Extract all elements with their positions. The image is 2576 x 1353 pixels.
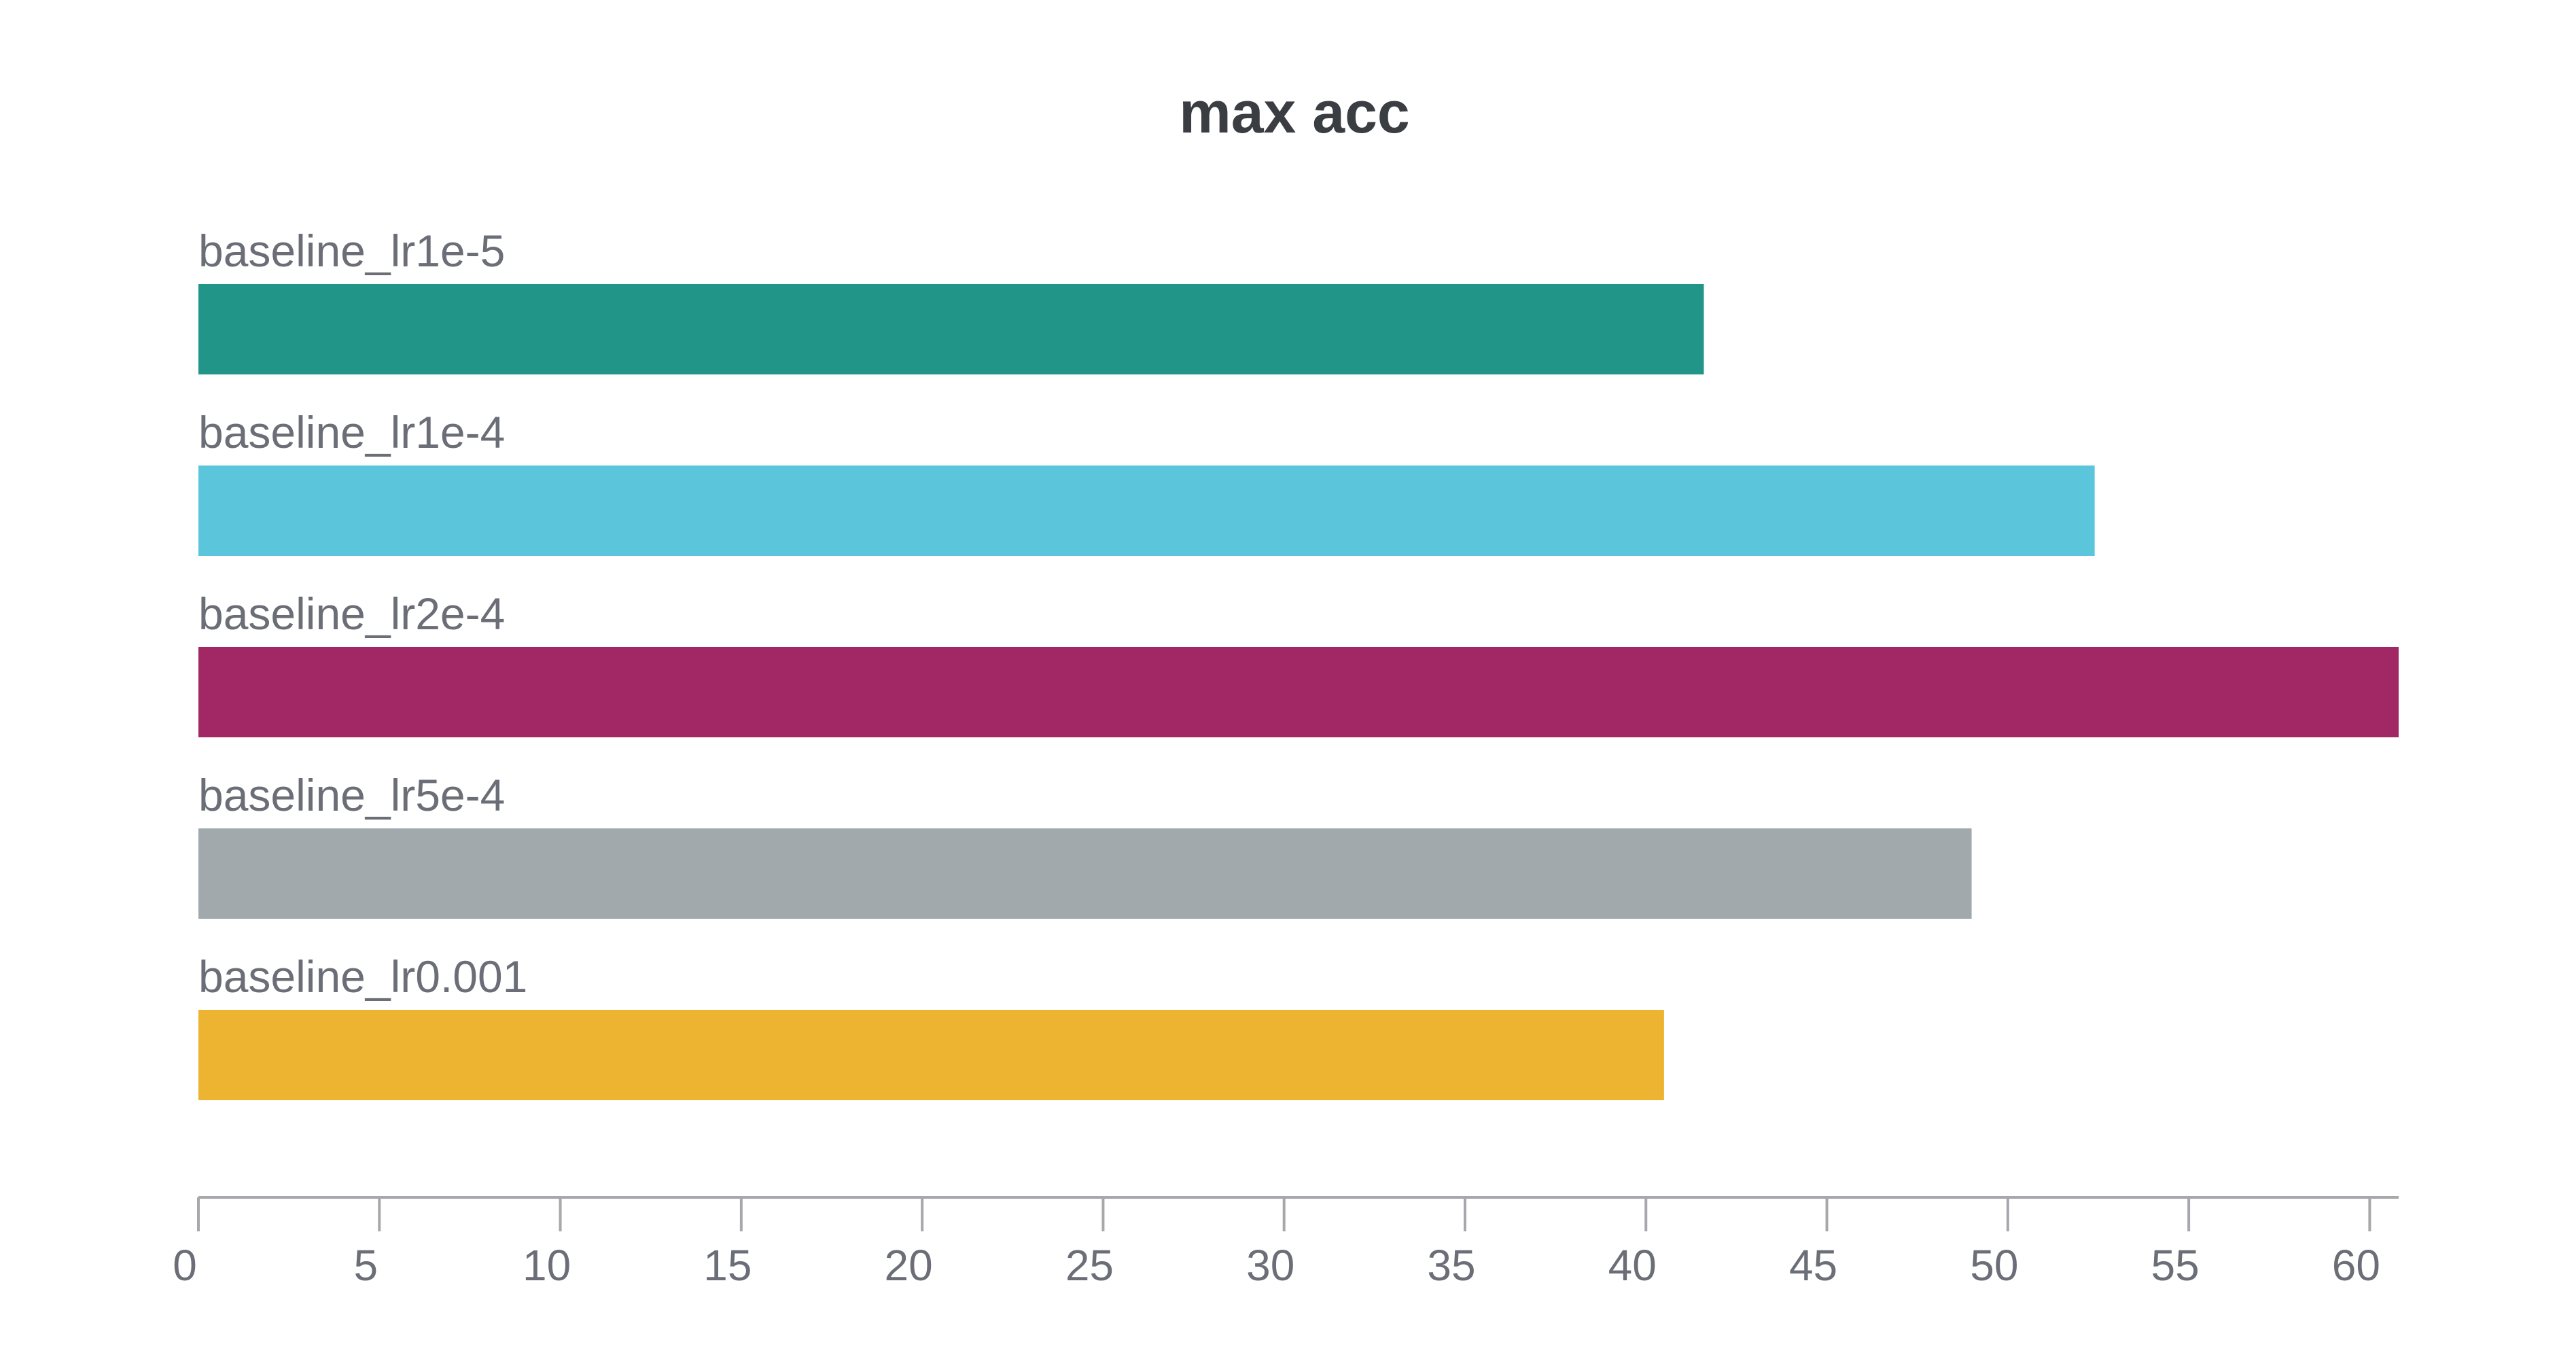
bar-baseline_lr2e-4[interactable] [198, 647, 2399, 737]
x-tick-label: 5 [353, 1241, 378, 1290]
bar-label: baseline_lr2e-4 [198, 588, 505, 639]
bar-label: baseline_lr5e-4 [198, 770, 505, 820]
x-tick-label: 35 [1427, 1241, 1475, 1290]
x-tick-label: 40 [1608, 1241, 1657, 1290]
x-tick-label: 25 [1065, 1241, 1114, 1290]
bars-layer: baseline_lr1e-5 baseline_lr1e-4 baseline_l… [198, 226, 2399, 1100]
bar-label: baseline_lr1e-5 [198, 226, 505, 276]
x-tick-label: 50 [1970, 1241, 2018, 1290]
bar-baseline_lr0.001[interactable] [198, 1010, 1664, 1100]
x-tick-label: 30 [1246, 1241, 1294, 1290]
x-tick-label: 20 [885, 1241, 933, 1290]
bar-label: baseline_lr0.001 [198, 951, 527, 1002]
x-tick-label: 10 [523, 1241, 571, 1290]
x-tick-label: 0 [173, 1241, 197, 1290]
x-tick-label: 55 [2151, 1241, 2200, 1290]
bar-label: baseline_lr1e-4 [198, 407, 505, 457]
bar-baseline_lr5e-4[interactable] [198, 828, 1972, 919]
chart-title: max acc [1179, 80, 1410, 145]
x-tick-label: 15 [703, 1241, 752, 1290]
x-axis: 0 5 10 15 20 25 30 35 40 45 50 55 60 [173, 1196, 2399, 1290]
x-tick-label: 45 [1789, 1241, 1837, 1290]
x-tick-label: 60 [2332, 1241, 2380, 1290]
bar-baseline_lr1e-4[interactable] [198, 465, 2095, 556]
bar-baseline_lr1e-5[interactable] [198, 284, 1704, 374]
